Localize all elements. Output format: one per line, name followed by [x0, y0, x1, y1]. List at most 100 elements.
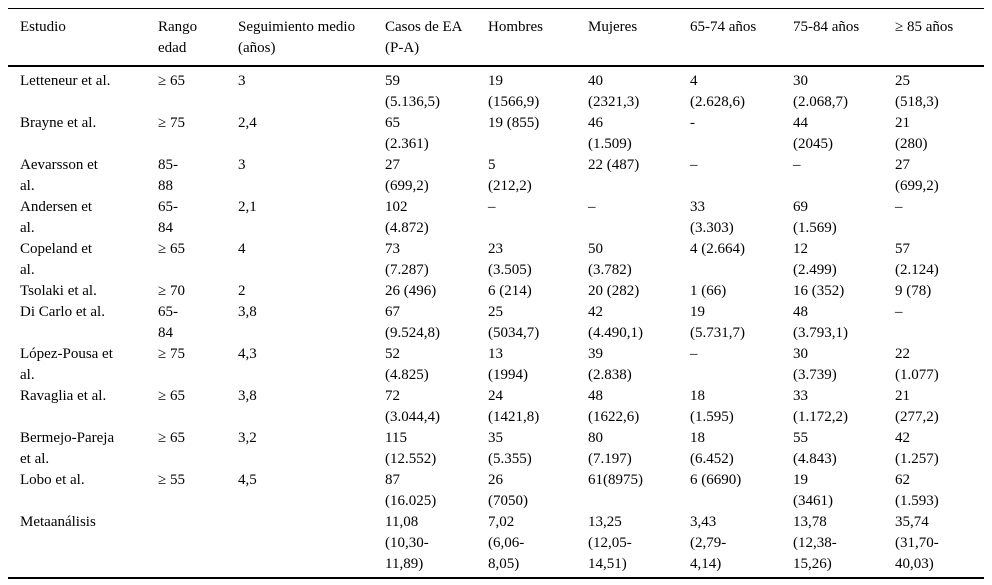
table-cell: 73 (7.287): [385, 241, 429, 278]
table-cell: 42 (1.257): [895, 430, 939, 467]
table-cell: 80 (7.197): [588, 430, 632, 467]
table-cell: Brayne et al.: [20, 115, 97, 131]
table-row: Tsolaki et al. ≥ 70 2 26 (496) 6 (214) 20 (28…: [8, 281, 984, 302]
table-cell: 16 (352): [793, 283, 845, 299]
table-cell: Bermejo-Pareja et al.: [20, 430, 115, 467]
table-cell: Lobo et al.: [20, 472, 85, 488]
header-row: Estudio Rango edad Seguimiento medio (añ…: [8, 8, 984, 67]
table-cell: 46 (1.509): [588, 115, 632, 152]
table-cell: 3: [238, 73, 246, 89]
table-cell: Aevarsson et al.: [20, 157, 98, 194]
table-cell: 27 (699,2): [895, 157, 939, 194]
table-cell: 7,02 (6,06- 8,05): [488, 514, 525, 572]
table-row: Di Carlo et al. 65- 84 3,8 67 (9.524,8) 25 (…: [8, 302, 984, 344]
table-cell: 1 (66): [690, 283, 727, 299]
table-cell: 35 (5.355): [488, 430, 532, 467]
table-cell: 18 (6.452): [690, 430, 734, 467]
table-cell: 30 (2.068,7): [793, 73, 848, 110]
column-header-rango-edad: Rango edad: [146, 8, 226, 67]
table-cell: 3,43 (2,79- 4,14): [690, 514, 727, 572]
table-cell: 22 (1.077): [895, 346, 939, 383]
table-cell: 69 (1.569): [793, 199, 837, 236]
table-cell: 65- 84: [158, 304, 178, 341]
table-cell: 33 (3.303): [690, 199, 734, 236]
table-row: Lobo et al. ≥ 55 4,5 87 (16.025) 26 (7050) 61…: [8, 470, 984, 512]
table-cell: ≥ 75: [158, 346, 185, 362]
table-cell: 19 (5.731,7): [690, 304, 745, 341]
table-cell: 85- 88: [158, 157, 178, 194]
table-cell: 2: [238, 283, 246, 299]
table-cell: 40 (2321,3): [588, 73, 640, 110]
table-cell: –: [690, 346, 698, 362]
table-row: Bermejo-Pareja et al. ≥ 65 3,2 115 (12.552)…: [8, 428, 984, 470]
table-cell: 11,08 (10,30- 11,89): [385, 514, 429, 572]
table-cell: 12 (2.499): [793, 241, 837, 278]
table-cell: 3,2: [238, 430, 257, 446]
table-cell: 55 (4.843): [793, 430, 837, 467]
table-row: Brayne et al. ≥ 75 2,4 65 (2.361) 19 (855) 46…: [8, 113, 984, 155]
table-cell: ≥ 65: [158, 430, 185, 446]
table-cell: –: [895, 304, 903, 320]
table-cell: [146, 512, 226, 578]
table-body: Letteneur et al. ≥ 65 3 59 (5.136,5) 19 (156…: [8, 66, 984, 578]
table-cell: 48 (1622,6): [588, 388, 640, 425]
table-cell: 5 (212,2): [488, 157, 532, 194]
table-cell: 25 (518,3): [895, 73, 939, 110]
table-cell: –: [895, 199, 903, 215]
column-header-75-84-anos: 75-84 años: [781, 8, 883, 67]
column-header-casos-ea: Casos de EA (P-A): [373, 8, 476, 67]
table-cell: 4,5: [238, 472, 257, 488]
table-cell: 115 (12.552): [385, 430, 437, 467]
table-cell: Tsolaki et al.: [20, 283, 97, 299]
table-row: Ravaglia et al. ≥ 65 3,8 72 (3.044,4) 24 (14…: [8, 386, 984, 428]
table-cell: 26 (7050): [488, 472, 528, 509]
table-cell: 67 (9.524,8): [385, 304, 440, 341]
column-header-estudio: Estudio: [8, 8, 146, 67]
table-row: Metaanálisis 11,08 (10,30- 11,89) 7,02 (6,…: [8, 512, 984, 578]
table-cell: 35,74 (31,70- 40,03): [895, 514, 939, 572]
table-cell: 62 (1.593): [895, 472, 939, 509]
column-header-65-74-anos: 65-74 años: [678, 8, 781, 67]
column-header-85-plus-anos: ≥ 85 años: [883, 8, 984, 67]
table-cell: 13 (1994): [488, 346, 528, 383]
table-cell: 44 (2045): [793, 115, 833, 152]
table-cell: 2,4: [238, 115, 257, 131]
table-cell: ≥ 70: [158, 283, 185, 299]
table-cell: 25 (5034,7): [488, 304, 540, 341]
table-cell: 27 (699,2): [385, 157, 429, 194]
table-cell: ≥ 55: [158, 472, 185, 488]
table-cell: 3: [238, 157, 246, 173]
table-cell: 23 (3.505): [488, 241, 532, 278]
table-row: Andersen et al. 65- 84 2,1 102 (4.872) – – 33 …: [8, 197, 984, 239]
table-cell: Metaanálisis: [20, 514, 96, 530]
table-cell: –: [793, 157, 801, 173]
table-cell: 50 (3.782): [588, 241, 632, 278]
table-cell: 42 (4.490,1): [588, 304, 643, 341]
table-cell: 33 (1.172,2): [793, 388, 848, 425]
table-cell: Andersen et al.: [20, 199, 93, 236]
table-cell: 48 (3.793,1): [793, 304, 848, 341]
table-cell: –: [588, 199, 596, 215]
study-results-table: Estudio Rango edad Seguimiento medio (añ…: [8, 8, 984, 579]
table-cell: Di Carlo et al.: [20, 304, 105, 320]
table-cell: –: [690, 157, 698, 173]
table-cell: ≥ 65: [158, 241, 185, 257]
table-cell: 4 (2.664): [690, 241, 745, 257]
table-cell: ≥ 65: [158, 73, 185, 89]
table-cell: López-Pousa et al.: [20, 346, 113, 383]
column-header-mujeres: Mujeres: [576, 8, 678, 67]
table-cell: 65 (2.361): [385, 115, 429, 152]
table-row: Aevarsson et al. 85- 88 3 27 (699,2) 5 (212,…: [8, 155, 984, 197]
table-cell: 87 (16.025): [385, 472, 437, 509]
table-cell: 2,1: [238, 199, 257, 215]
column-header-hombres: Hombres: [476, 8, 576, 67]
table-cell: Copeland et al.: [20, 241, 93, 278]
column-header-seguimiento-medio: Seguimiento medio (años): [226, 8, 373, 67]
table-cell: ≥ 65: [158, 388, 185, 404]
table-cell: 72 (3.044,4): [385, 388, 440, 425]
table-cell: 6 (214): [488, 283, 532, 299]
table-cell: [226, 512, 373, 578]
table-cell: 21 (280): [895, 115, 928, 152]
table-cell: 30 (3.739): [793, 346, 837, 383]
